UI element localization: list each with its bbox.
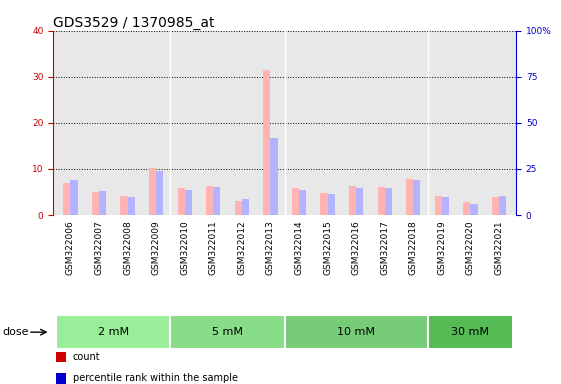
- Text: GSM322021: GSM322021: [494, 220, 503, 275]
- Bar: [71, 180, 77, 215]
- Bar: [206, 187, 213, 215]
- Bar: [149, 168, 156, 215]
- Text: percentile rank within the sample: percentile rank within the sample: [73, 373, 238, 383]
- Bar: [213, 187, 220, 215]
- Bar: [406, 179, 413, 215]
- Text: GSM322017: GSM322017: [380, 220, 389, 275]
- Text: GDS3529 / 1370985_at: GDS3529 / 1370985_at: [53, 16, 215, 30]
- Bar: [178, 188, 185, 215]
- Text: GSM322020: GSM322020: [466, 220, 475, 275]
- Bar: [378, 187, 385, 215]
- Bar: [499, 196, 506, 215]
- Bar: [320, 193, 328, 215]
- Bar: [299, 190, 306, 215]
- Bar: [63, 183, 71, 215]
- Text: GSM322013: GSM322013: [266, 220, 275, 275]
- Bar: [427, 315, 513, 349]
- Text: GSM322008: GSM322008: [123, 220, 132, 275]
- Bar: [385, 188, 392, 215]
- Text: GSM322014: GSM322014: [295, 220, 304, 275]
- Text: count: count: [73, 352, 100, 362]
- Bar: [328, 194, 335, 215]
- Text: GSM322006: GSM322006: [66, 220, 75, 275]
- Bar: [263, 70, 270, 215]
- Bar: [156, 171, 163, 215]
- Bar: [349, 187, 356, 215]
- Bar: [284, 315, 427, 349]
- Bar: [270, 137, 278, 215]
- Bar: [471, 204, 477, 215]
- Bar: [171, 315, 284, 349]
- Text: GSM322018: GSM322018: [409, 220, 418, 275]
- Bar: [234, 201, 242, 215]
- Bar: [56, 315, 171, 349]
- Text: GSM322016: GSM322016: [352, 220, 361, 275]
- Bar: [92, 192, 99, 215]
- Text: GSM322011: GSM322011: [209, 220, 218, 275]
- Text: 30 mM: 30 mM: [452, 327, 489, 337]
- Text: GSM322019: GSM322019: [438, 220, 447, 275]
- Bar: [356, 188, 364, 215]
- Bar: [442, 197, 449, 215]
- Text: GSM322015: GSM322015: [323, 220, 332, 275]
- Text: 2 mM: 2 mM: [98, 327, 129, 337]
- Text: 10 mM: 10 mM: [337, 327, 375, 337]
- Text: GSM322010: GSM322010: [180, 220, 189, 275]
- Text: GSM322012: GSM322012: [237, 220, 246, 275]
- Bar: [121, 196, 127, 215]
- Bar: [242, 199, 249, 215]
- Bar: [435, 196, 442, 215]
- Bar: [492, 197, 499, 215]
- Bar: [99, 191, 106, 215]
- Text: GSM322009: GSM322009: [151, 220, 160, 275]
- Bar: [127, 197, 135, 215]
- Text: GSM322007: GSM322007: [94, 220, 104, 275]
- Bar: [463, 202, 471, 215]
- Bar: [413, 180, 420, 215]
- Text: dose: dose: [3, 327, 29, 337]
- Bar: [292, 188, 299, 215]
- Text: 5 mM: 5 mM: [212, 327, 243, 337]
- Bar: [185, 190, 192, 215]
